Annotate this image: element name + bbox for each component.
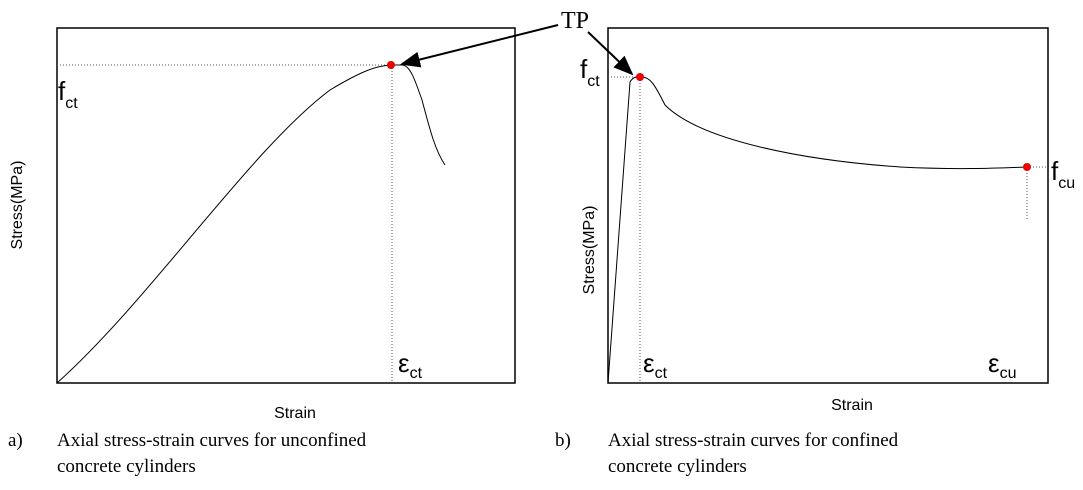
caption: Axial stress-strain curves for confined [608, 430, 899, 451]
label: εcu [988, 348, 1017, 382]
text: f [580, 54, 588, 84]
point [387, 61, 395, 69]
caption: Axial stress-strain curves for unconfine… [57, 430, 367, 451]
x-label: Strain [831, 397, 873, 414]
annotation: TP [561, 8, 589, 34]
label: εct [643, 348, 668, 382]
arrow [587, 31, 634, 76]
text: ct [587, 73, 600, 90]
caption: concrete cylinders [608, 456, 747, 477]
caption: concrete cylinders [57, 456, 196, 477]
text: cu [1000, 365, 1017, 382]
label: fct [580, 54, 600, 90]
plot-frame [607, 27, 1049, 384]
text: ε [398, 348, 410, 378]
plot-frame [56, 27, 516, 384]
guide-line [608, 76, 1048, 383]
y-label: Stress(MPa) [581, 206, 598, 295]
point [636, 73, 644, 81]
text: f [1051, 156, 1059, 186]
text: f [58, 76, 66, 106]
label: fcu [1051, 156, 1075, 192]
text: ε [643, 348, 655, 378]
curve [607, 76, 1028, 384]
curve [56, 64, 446, 384]
arrow [400, 24, 559, 68]
text: cu [1058, 175, 1075, 192]
text: ct [65, 95, 78, 112]
caption-marker: a) [8, 430, 23, 451]
text: ct [410, 365, 423, 382]
caption-marker: b) [555, 430, 571, 451]
point [1023, 163, 1031, 171]
x-label: Strain [274, 405, 316, 422]
text: ε [988, 348, 1000, 378]
y-label: Stress(MPa) [9, 161, 26, 250]
label: εct [398, 348, 423, 382]
label: fct [58, 76, 78, 112]
text: ct [655, 365, 668, 382]
guide-line [57, 64, 393, 383]
